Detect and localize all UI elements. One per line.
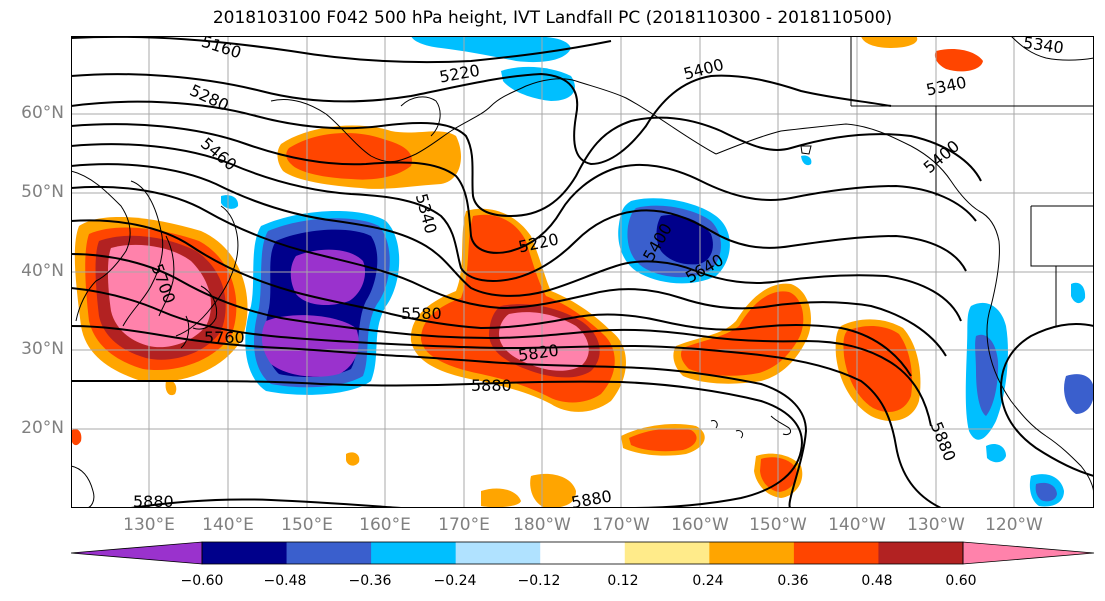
colorbar-segment xyxy=(540,542,626,564)
contour-label: 5340 xyxy=(1022,36,1065,57)
colorbar-tick-label: −0.36 xyxy=(348,573,392,589)
colorbar-tick-label: −0.48 xyxy=(263,573,307,589)
height-contours xyxy=(71,36,1094,508)
lon-label: 160°E xyxy=(359,515,411,535)
contour-label: 5880 xyxy=(133,492,174,508)
lat-label: 50°N xyxy=(21,182,64,202)
lat-label: 20°N xyxy=(21,418,64,438)
coastlines xyxy=(71,36,1094,508)
colorbar-tick-label: −0.60 xyxy=(180,573,224,589)
contour-label: 5880 xyxy=(570,486,613,508)
colorbar-segment xyxy=(963,542,1094,564)
colorbar-tick-label: −0.12 xyxy=(517,573,561,589)
colorbar-segment xyxy=(202,542,288,564)
colorbar-segment xyxy=(455,542,541,564)
colorbar-segment xyxy=(624,542,710,564)
colorbar-tick-label: 0.12 xyxy=(607,573,639,589)
colorbar-tick-label: 0.60 xyxy=(945,573,977,589)
lon-label: 130°E xyxy=(123,515,175,535)
map-panel: 5160 5220 5400 5340 5280 5340 5460 5220 … xyxy=(71,36,1094,508)
colorbar-tick-label: 0.48 xyxy=(861,573,893,589)
lon-label: 140°E xyxy=(202,515,254,535)
colorbar-tick-label: 0.24 xyxy=(692,573,724,589)
ivt-shading xyxy=(71,36,1094,508)
colorbar-segment xyxy=(71,542,202,564)
contour-label: 5760 xyxy=(204,328,245,347)
map-frame xyxy=(71,36,1094,508)
colorbar-tick-label: −0.24 xyxy=(433,573,477,589)
lon-label: 160°W xyxy=(671,515,729,535)
colorbar-segment xyxy=(793,542,879,564)
colorbar-segment xyxy=(709,542,795,564)
map-title: 2018103100 F042 500 hPa height, IVT Land… xyxy=(212,8,893,28)
lon-label: 170°E xyxy=(438,515,490,535)
colorbar-segment xyxy=(286,542,372,564)
colorbar xyxy=(71,541,1095,565)
colorbar-segment xyxy=(371,542,457,564)
colorbar-segment xyxy=(878,542,964,564)
lon-label: 170°W xyxy=(592,515,650,535)
lon-label: 180°W xyxy=(513,515,571,535)
lat-label: 60°N xyxy=(21,103,64,123)
lon-label: 130°W xyxy=(907,515,965,535)
colorbar-tick-label: 0.36 xyxy=(777,573,809,589)
lon-label: 150°W xyxy=(749,515,807,535)
lon-label: 120°W xyxy=(985,515,1043,535)
lon-label: 140°W xyxy=(828,515,886,535)
contour-label: 5580 xyxy=(401,304,442,323)
lat-label: 40°N xyxy=(21,261,64,281)
lat-label: 30°N xyxy=(21,339,64,359)
contour-label: 5880 xyxy=(471,376,512,395)
lon-label: 150°E xyxy=(281,515,333,535)
